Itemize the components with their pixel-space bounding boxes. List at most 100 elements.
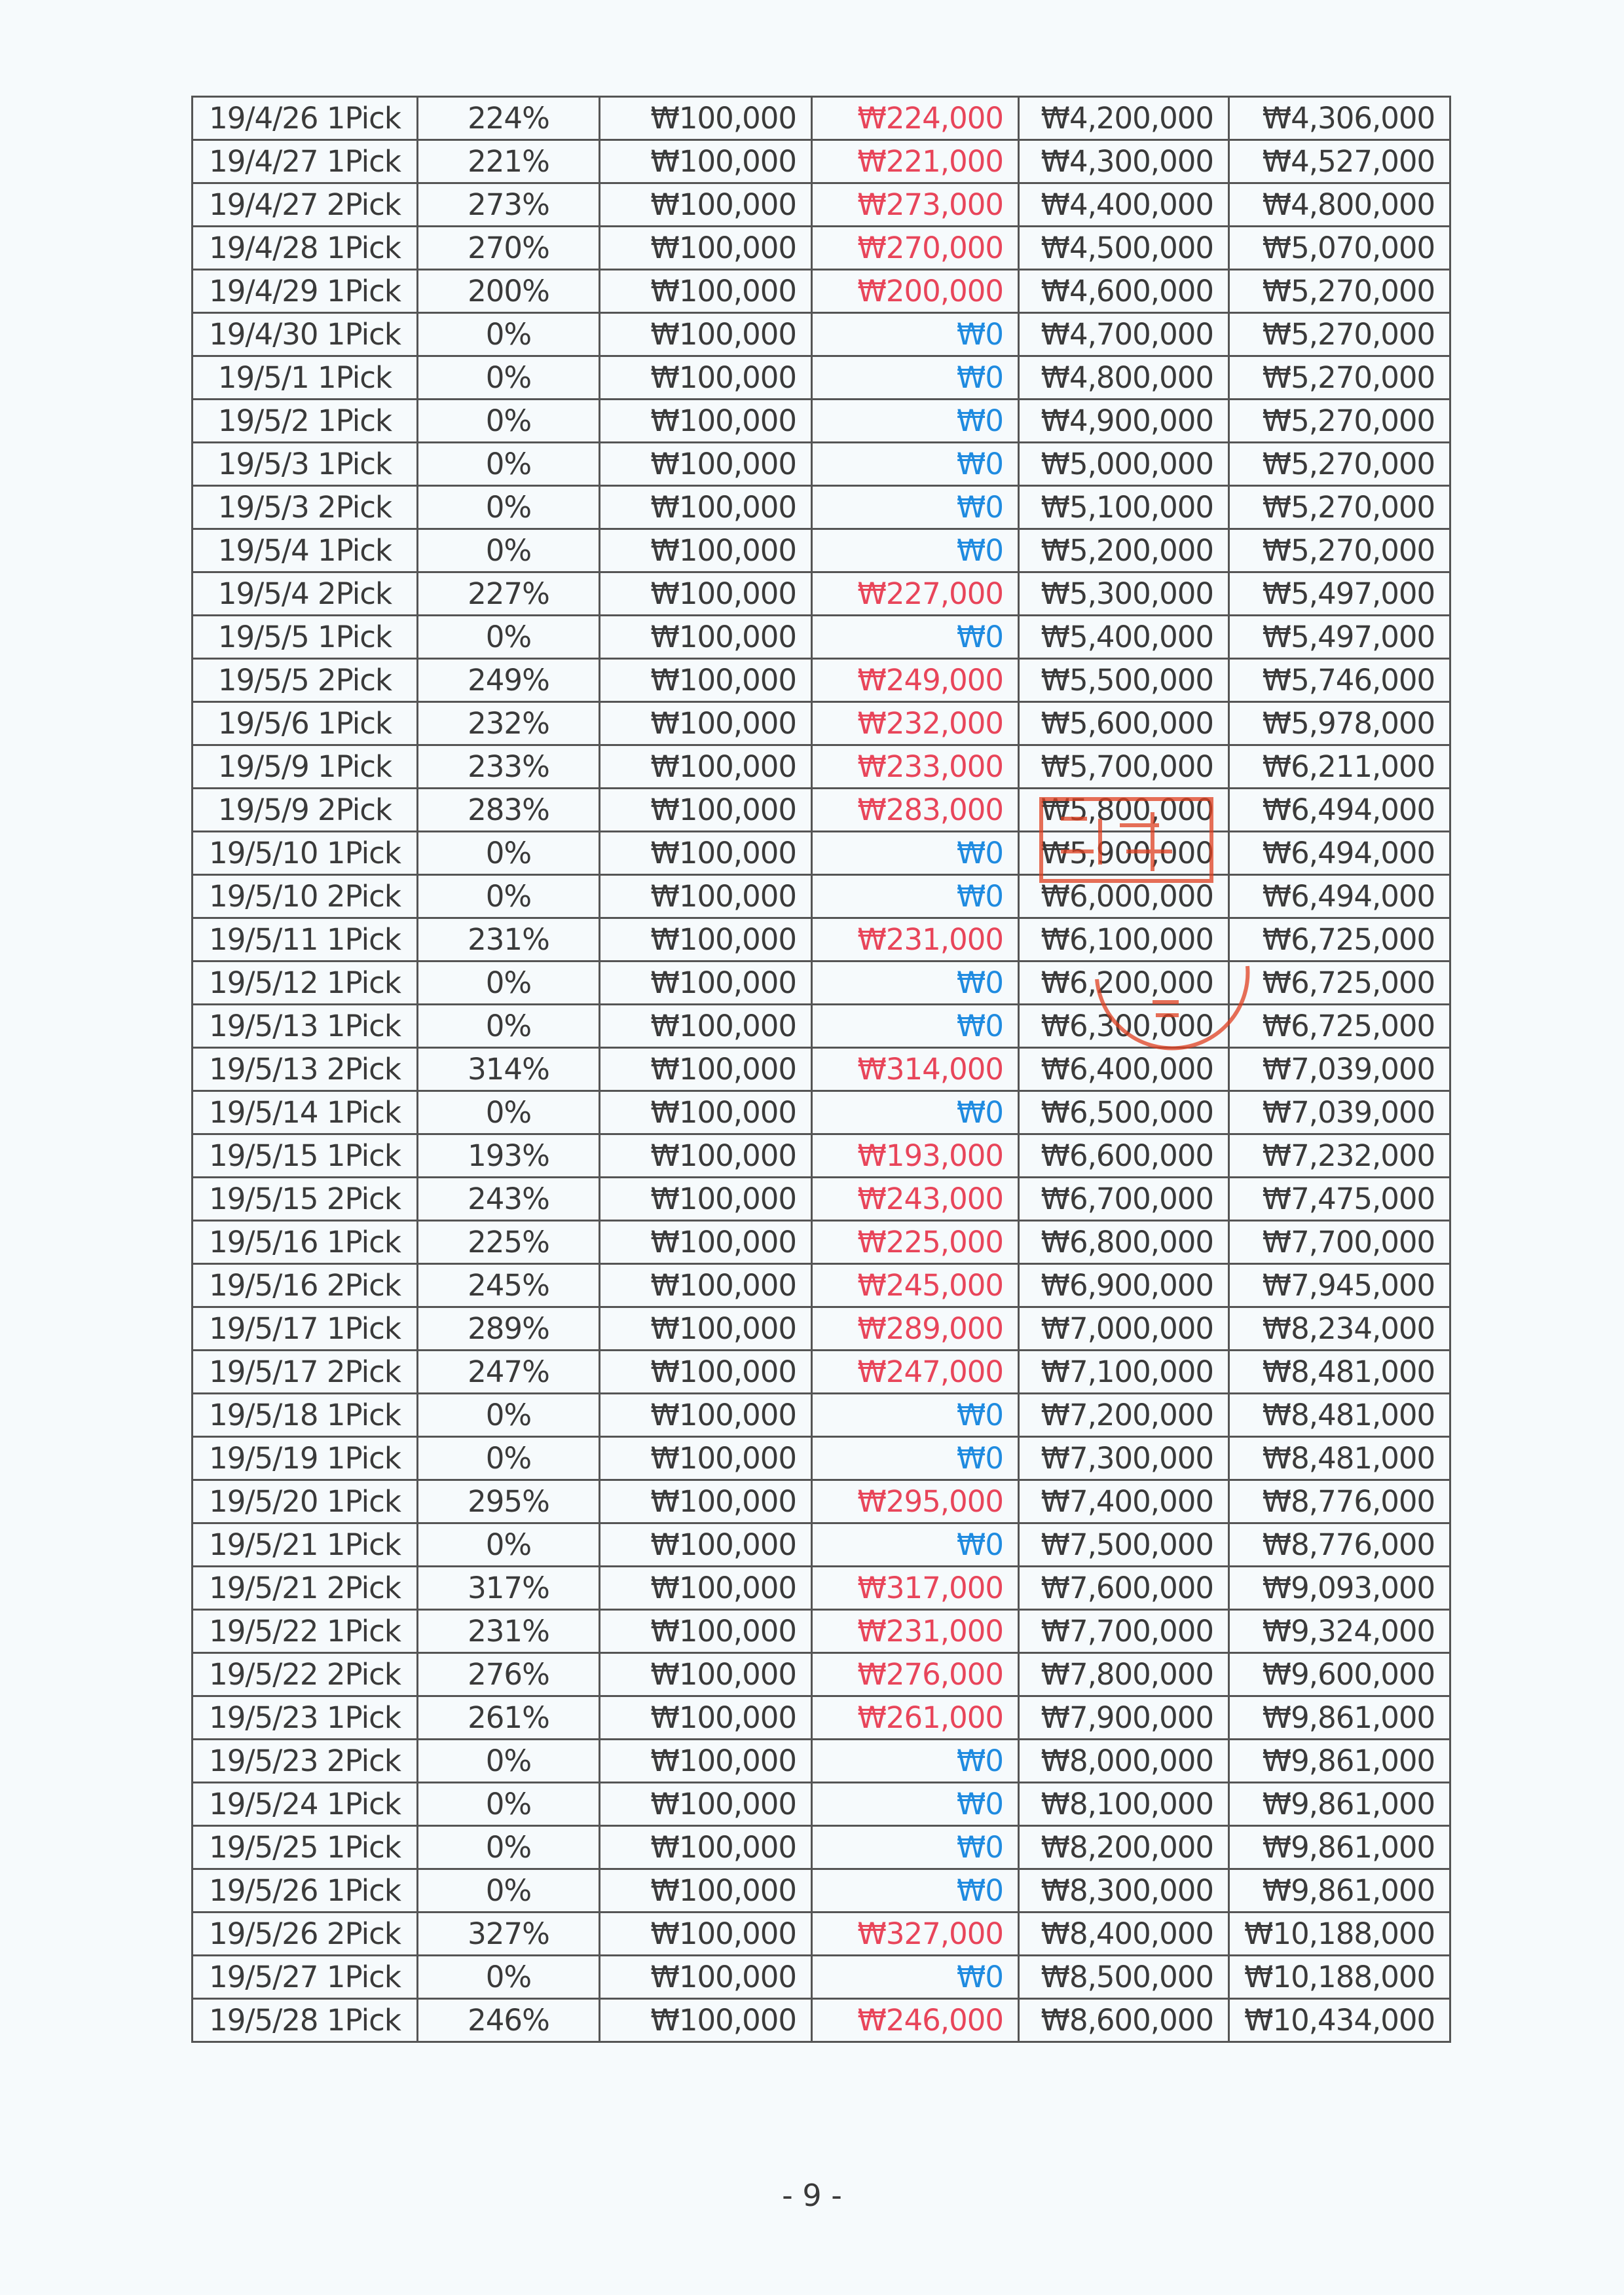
cell-rate: 233% — [416, 744, 600, 789]
cell-stake: ₩100,000 — [599, 441, 813, 487]
cell-cumulative-return: ₩10,434,000 — [1227, 1998, 1452, 2043]
cell-return: ₩0 — [811, 485, 1020, 530]
page-number: - 9 - — [782, 2178, 842, 2213]
cell-return: ₩231,000 — [811, 1609, 1020, 1654]
cell-cumulative-return: ₩7,700,000 — [1227, 1220, 1452, 1265]
cell-date-pick: 19/5/13 1Pick — [191, 1003, 418, 1049]
cell-rate: 246% — [416, 1998, 600, 2043]
cell-stake: ₩100,000 — [599, 1220, 813, 1265]
cell-rate: 276% — [416, 1652, 600, 1697]
cell-return: ₩0 — [811, 312, 1020, 357]
cell-cumulative-return: ₩8,234,000 — [1227, 1306, 1452, 1351]
cell-stake: ₩100,000 — [599, 312, 813, 357]
cell-rate: 0% — [416, 830, 600, 876]
table-row: 19/4/29 1Pick 200% ₩100,000 ₩200,000 ₩4,600,… — [191, 269, 1452, 314]
table-row: 19/5/14 1Pick 0% ₩100,000 ₩0 ₩6,500,000 ₩7,03… — [191, 1090, 1452, 1135]
cell-return: ₩243,000 — [811, 1176, 1020, 1222]
cell-cumulative-stake: ₩5,900,000 — [1018, 830, 1230, 876]
cell-date-pick: 19/5/17 2Pick — [191, 1349, 418, 1394]
results-table: 19/4/26 1Pick 224% ₩100,000 ₩224,000 ₩4,200,… — [191, 96, 1452, 2043]
cell-cumulative-return: ₩6,725,000 — [1227, 960, 1452, 1005]
cell-cumulative-stake: ₩7,000,000 — [1018, 1306, 1230, 1351]
cell-cumulative-return: ₩6,494,000 — [1227, 874, 1452, 919]
cell-cumulative-return: ₩6,725,000 — [1227, 917, 1452, 962]
cell-return: ₩0 — [811, 614, 1020, 660]
cell-stake: ₩100,000 — [599, 1003, 813, 1049]
cell-date-pick: 19/5/13 2Pick — [191, 1047, 418, 1092]
table-row: 19/4/28 1Pick 270% ₩100,000 ₩270,000 ₩4,500,… — [191, 225, 1452, 271]
cell-return: ₩0 — [811, 1392, 1020, 1438]
cell-rate: 247% — [416, 1349, 600, 1394]
cell-rate: 261% — [416, 1695, 600, 1740]
cell-cumulative-stake: ₩6,700,000 — [1018, 1176, 1230, 1222]
cell-date-pick: 19/5/4 2Pick — [191, 571, 418, 616]
cell-date-pick: 19/5/28 1Pick — [191, 1998, 418, 2043]
cell-cumulative-return: ₩10,188,000 — [1227, 1954, 1452, 2000]
cell-return: ₩245,000 — [811, 1263, 1020, 1308]
cell-return: ₩295,000 — [811, 1479, 1020, 1524]
cell-cumulative-stake: ₩7,600,000 — [1018, 1565, 1230, 1611]
cell-rate: 0% — [416, 355, 600, 400]
cell-date-pick: 19/4/29 1Pick — [191, 269, 418, 314]
cell-date-pick: 19/5/6 1Pick — [191, 701, 418, 746]
cell-date-pick: 19/5/16 1Pick — [191, 1220, 418, 1265]
cell-date-pick: 19/4/28 1Pick — [191, 225, 418, 271]
cell-return: ₩0 — [811, 1436, 1020, 1481]
cell-stake: ₩100,000 — [599, 1868, 813, 1913]
cell-cumulative-return: ₩5,070,000 — [1227, 225, 1452, 271]
cell-rate: 317% — [416, 1565, 600, 1611]
table-row: 19/5/24 1Pick 0% ₩100,000 ₩0 ₩8,100,000 ₩9,86… — [191, 1782, 1452, 1827]
cell-cumulative-return: ₩8,776,000 — [1227, 1479, 1452, 1524]
cell-date-pick: 19/5/10 2Pick — [191, 874, 418, 919]
cell-cumulative-return: ₩4,306,000 — [1227, 96, 1452, 141]
cell-cumulative-stake: ₩6,600,000 — [1018, 1133, 1230, 1178]
cell-date-pick: 19/5/18 1Pick — [191, 1392, 418, 1438]
cell-cumulative-return: ₩4,800,000 — [1227, 182, 1452, 227]
cell-date-pick: 19/5/9 1Pick — [191, 744, 418, 789]
cell-date-pick: 19/4/26 1Pick — [191, 96, 418, 141]
cell-stake: ₩100,000 — [599, 1738, 813, 1783]
cell-date-pick: 19/5/4 1Pick — [191, 528, 418, 573]
cell-cumulative-stake: ₩5,000,000 — [1018, 441, 1230, 487]
cell-cumulative-return: ₩8,776,000 — [1227, 1522, 1452, 1567]
cell-stake: ₩100,000 — [599, 787, 813, 832]
cell-cumulative-stake: ₩7,400,000 — [1018, 1479, 1230, 1524]
cell-date-pick: 19/5/16 2Pick — [191, 1263, 418, 1308]
table-row: 19/5/11 1Pick 231% ₩100,000 ₩231,000 ₩6,100,… — [191, 917, 1452, 962]
table-row: 19/5/20 1Pick 295% ₩100,000 ₩295,000 ₩7,400,… — [191, 1479, 1452, 1524]
cell-cumulative-return: ₩5,270,000 — [1227, 269, 1452, 314]
cell-stake: ₩100,000 — [599, 830, 813, 876]
cell-rate: 0% — [416, 1392, 600, 1438]
cell-return: ₩0 — [811, 1003, 1020, 1049]
cell-stake: ₩100,000 — [599, 1998, 813, 2043]
cell-cumulative-stake: ₩4,500,000 — [1018, 225, 1230, 271]
cell-cumulative-return: ₩9,861,000 — [1227, 1738, 1452, 1783]
cell-date-pick: 19/5/26 1Pick — [191, 1868, 418, 1913]
cell-stake: ₩100,000 — [599, 1652, 813, 1697]
cell-return: ₩225,000 — [811, 1220, 1020, 1265]
cell-return: ₩232,000 — [811, 701, 1020, 746]
table-row: 19/5/5 1Pick 0% ₩100,000 ₩0 ₩5,400,000 ₩5,497… — [191, 614, 1452, 660]
cell-date-pick: 19/5/3 2Pick — [191, 485, 418, 530]
cell-date-pick: 19/5/25 1Pick — [191, 1825, 418, 1870]
cell-date-pick: 19/5/5 1Pick — [191, 614, 418, 660]
cell-rate: 243% — [416, 1176, 600, 1222]
cell-cumulative-return: ₩7,039,000 — [1227, 1047, 1452, 1092]
table-row: 19/5/26 2Pick 327% ₩100,000 ₩327,000 ₩8,400,… — [191, 1911, 1452, 1956]
cell-cumulative-stake: ₩7,100,000 — [1018, 1349, 1230, 1394]
cell-return: ₩0 — [811, 874, 1020, 919]
cell-cumulative-return: ₩7,039,000 — [1227, 1090, 1452, 1135]
cell-cumulative-return: ₩9,861,000 — [1227, 1825, 1452, 1870]
cell-cumulative-stake: ₩8,500,000 — [1018, 1954, 1230, 2000]
cell-date-pick: 19/5/15 2Pick — [191, 1176, 418, 1222]
cell-rate: 231% — [416, 917, 600, 962]
cell-stake: ₩100,000 — [599, 1825, 813, 1870]
cell-cumulative-return: ₩5,978,000 — [1227, 701, 1452, 746]
cell-stake: ₩100,000 — [599, 528, 813, 573]
cell-date-pick: 19/5/23 2Pick — [191, 1738, 418, 1783]
cell-stake: ₩100,000 — [599, 1306, 813, 1351]
cell-cumulative-stake: ₩4,200,000 — [1018, 96, 1230, 141]
table-row: 19/5/22 2Pick 276% ₩100,000 ₩276,000 ₩7,800,… — [191, 1652, 1452, 1697]
cell-cumulative-stake: ₩6,000,000 — [1018, 874, 1230, 919]
cell-stake: ₩100,000 — [599, 139, 813, 184]
